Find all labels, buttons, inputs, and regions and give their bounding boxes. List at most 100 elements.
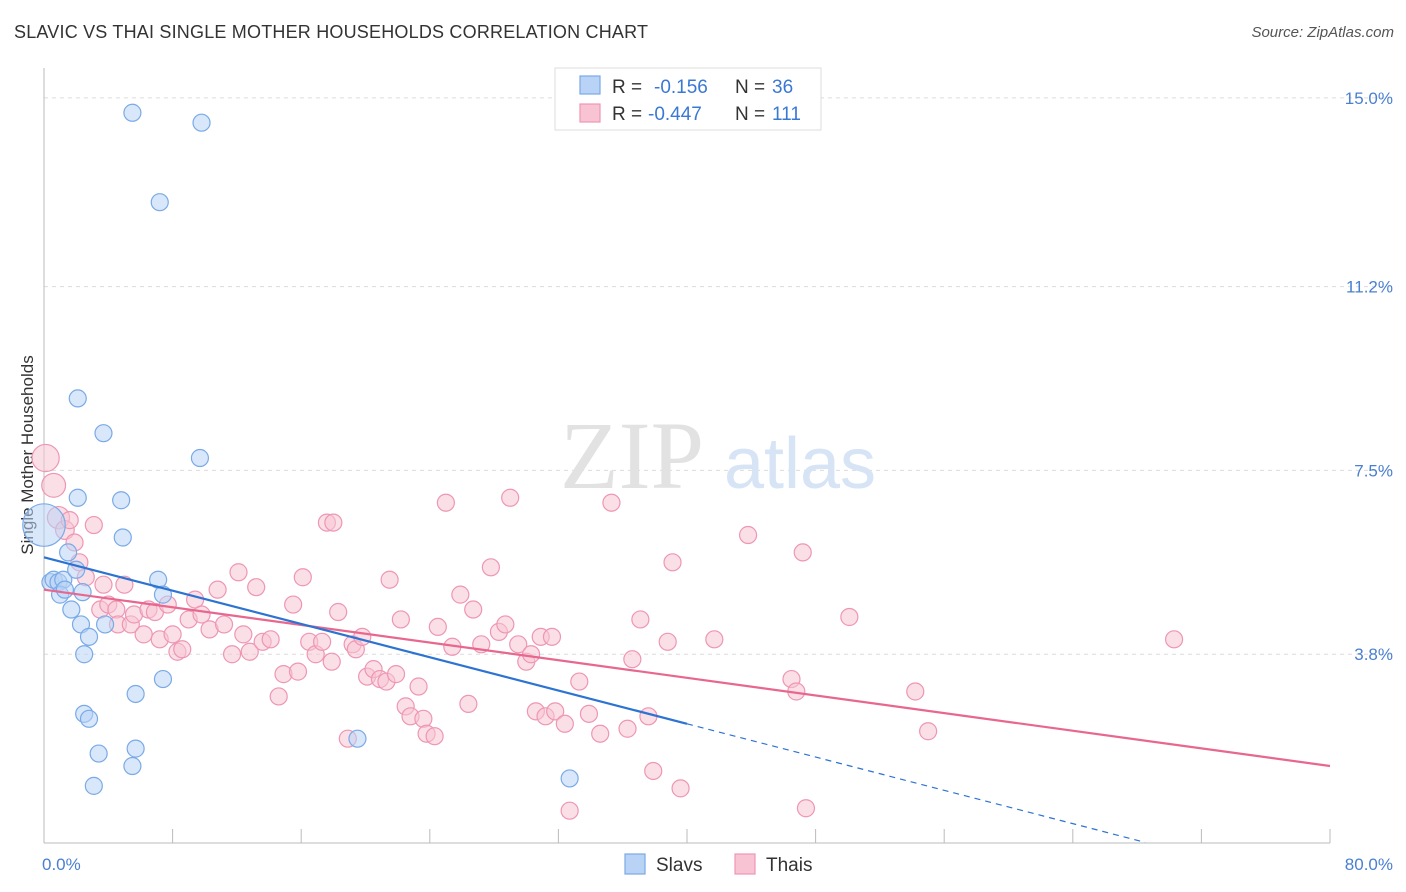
thais-point [1164, 630, 1184, 649]
thais-point [163, 625, 182, 644]
slavs-point [123, 103, 142, 122]
thais-point [208, 580, 227, 599]
thais-point [293, 568, 312, 587]
slavs-point [150, 193, 169, 212]
thais-point [560, 801, 579, 820]
thais-point [391, 610, 410, 629]
thais-point [591, 724, 610, 743]
thais-point [436, 493, 455, 512]
thais-point [380, 570, 399, 589]
thais-point [546, 702, 565, 721]
thais-point [269, 687, 288, 706]
thais-point [134, 625, 153, 644]
thais-points [31, 443, 1184, 820]
thais-point [579, 704, 599, 723]
thais-point [84, 515, 103, 535]
slavs-point [22, 503, 66, 547]
thais-point [94, 575, 113, 594]
legend-n-label-slavs: N = [735, 77, 765, 98]
legend-n-label-thais: N = [735, 104, 765, 125]
watermark-zip: ZIP [560, 402, 704, 509]
thais-point [663, 553, 682, 572]
x-tick-label-min: 0.0% [42, 855, 81, 874]
thais-point [459, 694, 478, 714]
slavs-point [62, 600, 81, 619]
thais-point [658, 632, 677, 651]
thais-point [501, 488, 520, 507]
thais-point [425, 727, 444, 746]
legend-r-value-slavs: -0.156 [654, 77, 708, 98]
thais-point [386, 665, 406, 684]
slavs-point [55, 580, 74, 599]
thais-point [623, 650, 642, 669]
thais-point [570, 672, 589, 691]
legend-n-value-slavs: 36 [772, 77, 793, 98]
chart-title: SLAVIC VS THAI SINGLE MOTHER HOUSEHOLDS … [14, 22, 649, 42]
thais-point [796, 799, 816, 818]
thais-point [906, 682, 925, 701]
legend-n-value-thais: 111 [772, 104, 801, 125]
slavs-point [84, 776, 103, 795]
y-tick-label: 11.2% [1346, 278, 1393, 297]
thais-point [671, 779, 690, 798]
thais-point [509, 635, 528, 654]
slavs-point [560, 769, 579, 788]
bottom-legend-label-slavs: Slavs [656, 855, 702, 876]
bottom-legend-swatch-slavs [624, 853, 646, 875]
slavs-point [153, 669, 173, 689]
slavs-point [89, 744, 108, 763]
legend-r-value-thais: -0.447 [648, 104, 702, 125]
thais-point [840, 607, 859, 627]
thais-point [602, 493, 621, 512]
thais-point [312, 632, 332, 651]
slavs-point [59, 543, 78, 562]
slavs-trend-extension [686, 723, 1146, 843]
source-note: Source: ZipAtlas.com [1251, 24, 1394, 41]
legend: R = -0.156 N = 36 R = -0.447 N = 111 [554, 67, 822, 131]
thais-point [618, 719, 637, 738]
thais-point [261, 630, 280, 649]
slavs-point [68, 488, 87, 507]
slavs-point [113, 528, 132, 547]
slavs-point [190, 448, 210, 468]
thais-point [496, 615, 515, 634]
thais-point [919, 722, 938, 741]
thais-point [451, 585, 470, 604]
slavs-point [126, 739, 145, 758]
thais-point [542, 627, 562, 646]
thais-point [705, 630, 724, 649]
thais-point [247, 578, 266, 597]
watermark-atlas: atlas [724, 424, 876, 504]
thais-point [428, 617, 447, 637]
thais-point [240, 642, 259, 661]
thais-point [464, 600, 483, 619]
thais-point [793, 543, 812, 562]
x-tick-label-max: 80.0% [1345, 855, 1393, 874]
slavs-point [68, 389, 87, 408]
thais-point [521, 645, 541, 664]
slavs-point [192, 113, 211, 132]
slavs-trend-line [43, 556, 688, 725]
thais-point [409, 677, 428, 696]
thais-point [414, 709, 433, 728]
thais-point [229, 563, 248, 582]
slavs-point [348, 729, 367, 748]
bottom-legend-swatch-thais [734, 853, 756, 875]
thais-point [115, 575, 134, 594]
slavs-points [22, 103, 579, 795]
thais-point [644, 761, 663, 781]
y-tick-label: 7.5% [1354, 461, 1393, 480]
watermark: ZIP atlas [560, 402, 876, 509]
slavs-point [73, 583, 92, 602]
thais-point [481, 558, 500, 577]
thais-point [288, 662, 308, 681]
slavs-point [79, 627, 99, 646]
bottom-legend: Slavs Thais [624, 853, 812, 876]
tick-labels: 3.8% 7.5% 11.2% 15.0% 0.0% 80.0% [42, 89, 1393, 874]
slavs-point [79, 709, 99, 728]
thais-point [284, 595, 303, 614]
slavs-point [126, 684, 145, 704]
legend-swatch-slavs [579, 75, 601, 95]
thais-point [631, 610, 650, 629]
